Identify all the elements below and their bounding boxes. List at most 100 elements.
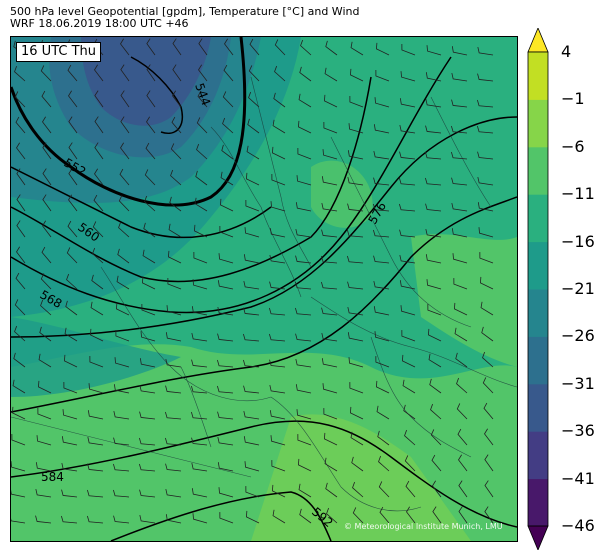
colorbar-band bbox=[528, 431, 548, 480]
wind-barb bbox=[451, 46, 468, 56]
wind-barb bbox=[14, 91, 26, 108]
wind-barb bbox=[41, 246, 52, 264]
wind-barb bbox=[399, 177, 416, 186]
contour-label-584: 584 bbox=[41, 470, 64, 484]
colorbar-band bbox=[528, 289, 548, 337]
wind-barb bbox=[139, 411, 156, 420]
wind-barb bbox=[373, 124, 390, 134]
wind-barb bbox=[373, 203, 390, 212]
wind-barb bbox=[35, 515, 52, 524]
wind-barb bbox=[425, 98, 442, 108]
wind-barb bbox=[456, 403, 468, 420]
wind-barb bbox=[65, 300, 78, 316]
colorbar-tick-label: −6 bbox=[561, 136, 585, 156]
wind-barb bbox=[246, 172, 260, 186]
wind-barb bbox=[113, 515, 130, 524]
wind-barb bbox=[13, 352, 26, 368]
wind-barb bbox=[321, 176, 338, 186]
colorbar-tick-label: −46 bbox=[561, 516, 595, 535]
wind-barb bbox=[146, 38, 156, 56]
wind-barb bbox=[87, 515, 104, 524]
wind-barb bbox=[39, 326, 52, 342]
wind-barb bbox=[165, 332, 182, 342]
wind-barb bbox=[451, 72, 468, 82]
wind-barb bbox=[168, 223, 182, 238]
wind-barb bbox=[298, 120, 312, 134]
wind-barb bbox=[191, 306, 208, 316]
wind-barb bbox=[16, 220, 26, 238]
wind-barb bbox=[114, 357, 130, 368]
wind-barb bbox=[404, 429, 416, 446]
wind-barb bbox=[192, 279, 208, 290]
wind-barb bbox=[451, 202, 468, 212]
wind-barb bbox=[40, 299, 52, 316]
wind-barb bbox=[165, 437, 182, 446]
wind-barb bbox=[373, 280, 390, 290]
wind-barb bbox=[399, 229, 416, 238]
wind-barb bbox=[295, 358, 312, 368]
wind-barb bbox=[68, 142, 78, 160]
wind-barb bbox=[453, 302, 468, 316]
wind-barb bbox=[350, 41, 364, 56]
wind-barb bbox=[479, 252, 494, 264]
wind-barb bbox=[165, 514, 182, 524]
wind-barb bbox=[401, 354, 416, 368]
wind-barb bbox=[375, 70, 390, 82]
wind-barb bbox=[269, 281, 286, 290]
wind-barb bbox=[35, 462, 52, 472]
wind-barb bbox=[172, 64, 182, 82]
wind-barb bbox=[402, 379, 416, 394]
wind-barb bbox=[118, 221, 130, 238]
colorbar-band bbox=[528, 336, 548, 385]
wind-barb bbox=[295, 333, 312, 342]
wind-barb bbox=[272, 509, 286, 524]
wind-barb bbox=[12, 406, 26, 420]
wind-barb bbox=[36, 435, 52, 446]
wind-barb bbox=[61, 462, 78, 472]
wind-barb bbox=[429, 378, 442, 394]
wind-barb bbox=[401, 44, 416, 56]
wind-barb bbox=[67, 220, 78, 238]
wind-barb bbox=[243, 307, 260, 316]
wind-barb bbox=[92, 221, 104, 238]
wind-barb bbox=[296, 175, 312, 186]
wind-barb bbox=[117, 248, 130, 264]
wind-barb bbox=[376, 42, 390, 56]
wind-barb bbox=[192, 513, 208, 524]
wind-barb bbox=[373, 229, 390, 238]
wind-barb bbox=[451, 177, 468, 186]
wind-barb bbox=[425, 72, 442, 82]
wind-barb bbox=[347, 150, 364, 160]
wind-barb bbox=[68, 168, 78, 186]
wind-barb bbox=[322, 149, 338, 160]
wind-barb bbox=[323, 408, 338, 420]
wind-barb bbox=[119, 168, 130, 186]
wind-barb bbox=[272, 146, 286, 160]
wind-barb bbox=[198, 64, 208, 82]
wind-barb bbox=[432, 480, 442, 498]
wind-barb bbox=[42, 168, 52, 186]
wind-barb bbox=[428, 353, 442, 368]
wind-barb bbox=[66, 273, 78, 290]
wind-barb bbox=[347, 176, 364, 186]
wind-barb bbox=[452, 253, 468, 264]
wind-barb bbox=[399, 98, 416, 108]
wind-barb bbox=[454, 327, 468, 342]
wind-barb bbox=[484, 454, 494, 472]
wind-barb bbox=[191, 411, 208, 420]
wind-barb bbox=[399, 280, 416, 290]
wind-barb bbox=[88, 383, 104, 394]
wind-barb bbox=[426, 279, 442, 290]
wind-barb bbox=[94, 168, 104, 186]
wind-barb bbox=[295, 307, 312, 316]
wind-barb bbox=[273, 92, 286, 108]
wind-barb bbox=[477, 73, 494, 82]
wind-barb bbox=[218, 487, 234, 498]
wind-barb bbox=[430, 403, 442, 420]
wind-barb bbox=[324, 67, 338, 82]
wind-barb bbox=[217, 306, 234, 316]
wind-barb bbox=[246, 145, 260, 160]
wind-barb bbox=[68, 194, 78, 212]
wind-barb bbox=[269, 307, 286, 316]
wind-barb bbox=[324, 94, 338, 108]
